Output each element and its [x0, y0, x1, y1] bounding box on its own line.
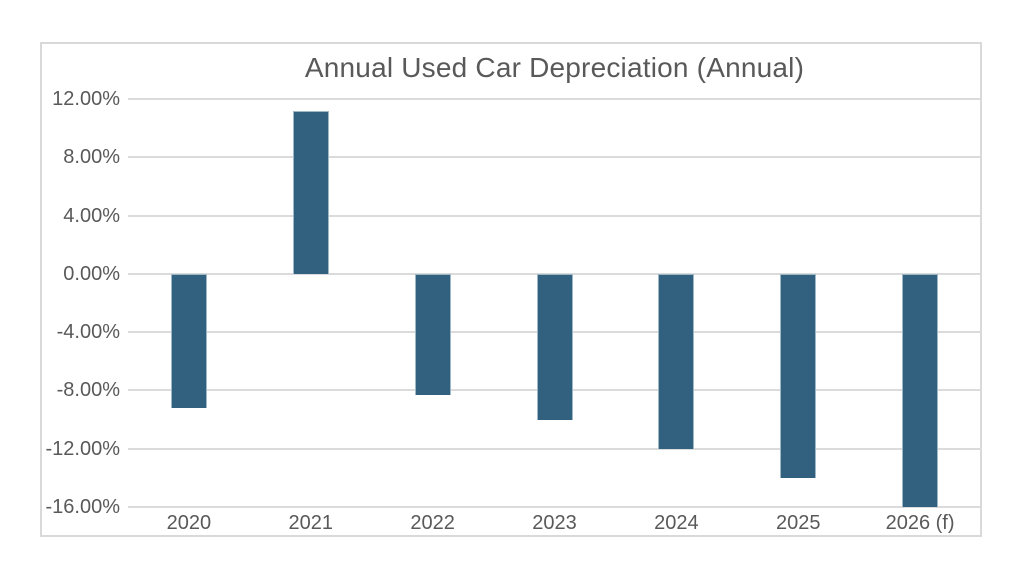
- x-axis-category-label: 2026 (f): [885, 512, 955, 534]
- bar-2024: [658, 273, 695, 449]
- y-axis-tick-label: 4.00%: [63, 204, 120, 227]
- x-axis-category-label: 2024: [654, 512, 699, 534]
- x-axis-category-label: 2021: [288, 512, 334, 534]
- x-axis-category-label: 2023: [532, 512, 577, 534]
- gridline--12: [128, 447, 981, 450]
- y-axis-tick-label: -8.00%: [56, 379, 120, 402]
- gridline-12: [128, 98, 981, 100]
- chart-title: Annual Used Car Depreciation (Annual): [304, 52, 805, 83]
- y-axis-tick-label: -12.00%: [45, 437, 121, 460]
- chart-frame: Annual Used Car Depreciation (Annual) 12…: [40, 42, 982, 537]
- y-axis: 12.00% 8.00% 4.00% 0.00% -4.00% -8.00% -12.00%…: [42, 88, 121, 518]
- y-axis-tick-label: 8.00%: [63, 146, 120, 169]
- gridline-8: [128, 156, 981, 159]
- x-axis-category-label: 2025: [775, 512, 821, 534]
- y-axis-tick-label: 12.00%: [52, 88, 120, 110]
- x-axis-category-label: 2022: [410, 512, 455, 534]
- x-axis: 2020 2021 2022 2023 2024 2025 2026 (f): [128, 510, 981, 536]
- y-axis-tick-label: 0.00%: [63, 262, 120, 285]
- bar-2021: [292, 110, 329, 274]
- plot-area: [128, 98, 981, 508]
- bar-2025: [780, 273, 817, 478]
- y-axis-tick-label: -4.00%: [56, 321, 120, 344]
- x-axis-category-label: 2020: [166, 512, 212, 534]
- bar-2026-(f): [902, 273, 939, 507]
- bar-2022: [414, 273, 451, 395]
- y-axis-tick-label: -16.00%: [45, 496, 121, 518]
- bar-2020: [170, 273, 207, 408]
- gridline--16: [128, 506, 981, 508]
- gridline-4: [128, 214, 981, 217]
- bar-2023: [536, 273, 573, 420]
